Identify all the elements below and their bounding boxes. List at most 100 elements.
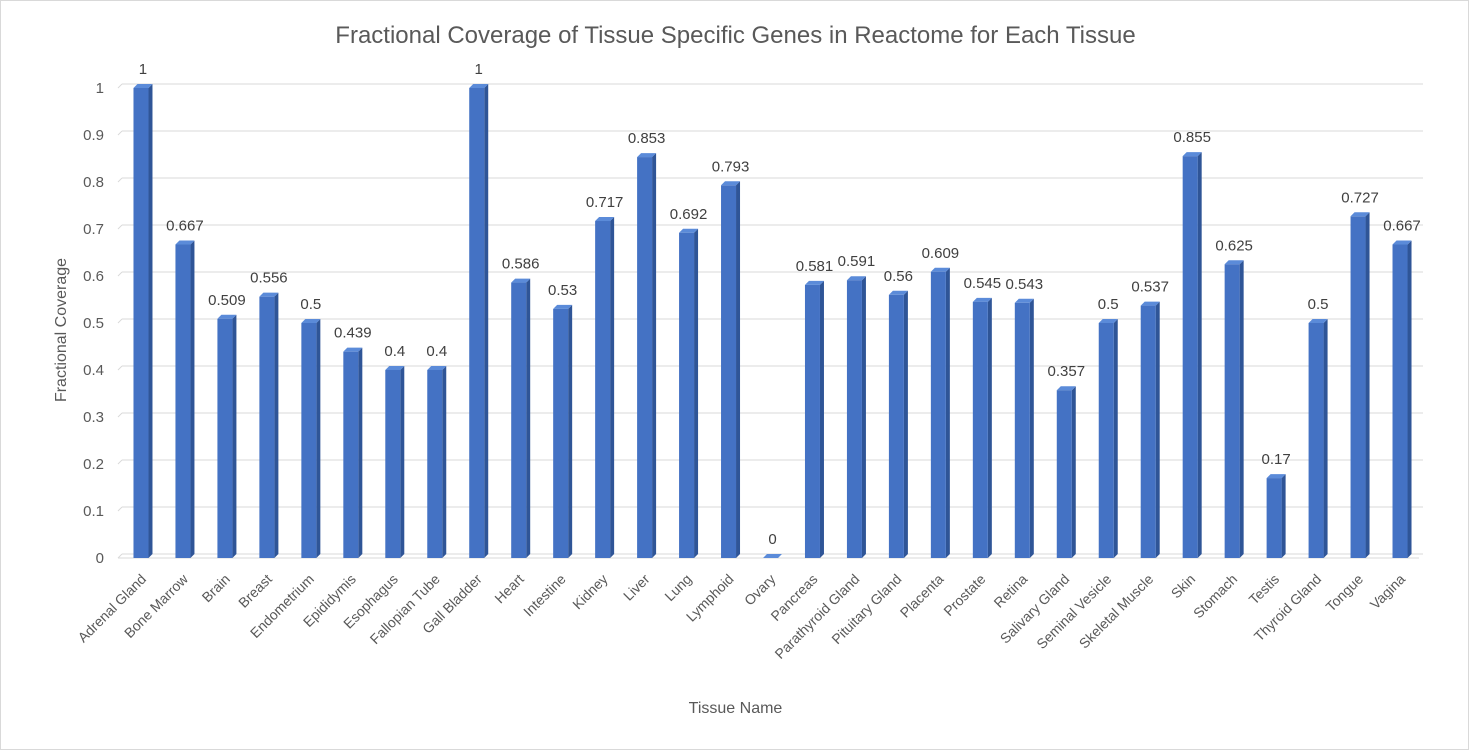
- bar: [1224, 264, 1240, 558]
- bar-top: [804, 280, 824, 285]
- bar: [1098, 323, 1114, 558]
- data-label: 0.543: [1006, 276, 1044, 293]
- bar-side: [1323, 319, 1328, 558]
- data-label: 0.357: [1048, 363, 1086, 380]
- bar: [175, 244, 191, 558]
- bar-top: [385, 366, 405, 370]
- category-label: Retina: [990, 571, 1030, 611]
- bar: [133, 88, 149, 558]
- bar-top: [1056, 386, 1076, 391]
- bar-top: [721, 181, 741, 186]
- category-label: Stomach: [1190, 571, 1240, 621]
- gridline-depth: [117, 506, 123, 512]
- bar-side: [1029, 298, 1034, 558]
- bar: [1140, 305, 1156, 558]
- bar-top: [1392, 240, 1412, 245]
- bar-top: [846, 276, 866, 281]
- gridline-depth: [117, 83, 123, 89]
- data-label: 0.793: [712, 158, 750, 175]
- bar: [1014, 302, 1030, 558]
- bar-top: [301, 319, 321, 323]
- bar-side: [1407, 240, 1412, 558]
- data-label: 0.609: [922, 245, 960, 262]
- data-label: 0.625: [1215, 237, 1253, 254]
- bar-side: [652, 153, 657, 558]
- bar-side: [1365, 212, 1370, 558]
- bar-side: [819, 280, 824, 558]
- category-label: Skin: [1168, 571, 1199, 602]
- bar: [972, 301, 988, 558]
- category-label: Lung: [661, 571, 694, 604]
- data-label: 0.537: [1131, 279, 1169, 296]
- bar: [343, 351, 359, 558]
- bar: [1350, 216, 1366, 558]
- y-tick-label: 0.7: [83, 221, 104, 238]
- bar-top: [1308, 319, 1328, 323]
- data-label: 0.5: [1098, 296, 1119, 313]
- y-tick-label: 0: [96, 550, 104, 567]
- bar: [679, 232, 695, 558]
- gridline-depth: [117, 553, 123, 559]
- data-label: 0.717: [586, 194, 624, 211]
- data-label: 0.5: [1308, 296, 1329, 313]
- bar-side: [987, 297, 992, 558]
- bar-top: [1182, 152, 1202, 157]
- bar-top: [972, 297, 992, 302]
- bar-side: [232, 314, 237, 558]
- category-label: Vagina: [1367, 571, 1409, 613]
- data-label: 0.4: [426, 343, 447, 360]
- y-tick-label: 0.4: [83, 362, 104, 379]
- data-label: 0.855: [1173, 129, 1211, 146]
- bar-side: [1197, 152, 1202, 558]
- data-label: 0.853: [628, 130, 666, 147]
- bar: [259, 296, 275, 558]
- category-label: Skeletal Muscle: [1076, 571, 1157, 652]
- bar-top: [1098, 319, 1118, 323]
- bar-top: [679, 228, 699, 233]
- y-tick-label: 0.9: [83, 127, 104, 144]
- data-label: 0: [768, 531, 776, 548]
- bar-top: [595, 217, 615, 222]
- data-label: 0.667: [166, 218, 204, 235]
- bar-top: [1224, 260, 1244, 265]
- y-tick-label: 0.8: [83, 174, 104, 191]
- bar-top: [1266, 474, 1286, 479]
- bar-side: [861, 276, 866, 558]
- bar-side: [190, 240, 195, 558]
- x-axis-label: Tissue Name: [688, 700, 783, 717]
- gridline-depth: [117, 224, 123, 230]
- bar: [301, 323, 317, 558]
- bar-side: [568, 304, 573, 558]
- bar: [385, 370, 401, 558]
- bar: [1266, 478, 1282, 558]
- bar-top: [427, 366, 447, 370]
- bar-top: [930, 267, 950, 272]
- bar-top: [1014, 298, 1034, 303]
- bar-side: [1239, 260, 1244, 558]
- data-label: 0.692: [670, 206, 708, 223]
- bar-side: [694, 228, 699, 558]
- chart-title: Fractional Coverage of Tissue Specific G…: [335, 22, 1136, 49]
- bar-top: [175, 240, 195, 245]
- data-label: 0.581: [796, 258, 834, 275]
- data-label: 0.17: [1262, 451, 1291, 468]
- y-tick-label: 0.6: [83, 268, 104, 285]
- y-tick-label: 0.2: [83, 456, 104, 473]
- bar-side: [1113, 319, 1118, 558]
- bar: [511, 282, 527, 558]
- data-label: 0.439: [334, 325, 372, 342]
- bar-top: [637, 153, 657, 158]
- bar-side: [442, 366, 447, 558]
- data-label: 0.56: [884, 268, 913, 285]
- bar-top: [763, 554, 782, 558]
- category-label: Kidney: [569, 571, 611, 613]
- bar: [1392, 244, 1408, 558]
- bar-side: [484, 84, 489, 558]
- data-label: 0.586: [502, 256, 540, 273]
- bar-top: [511, 278, 531, 283]
- data-label: 0.545: [964, 275, 1002, 292]
- bar-side: [945, 267, 950, 558]
- bar: [721, 185, 737, 559]
- category-label: Breast: [235, 571, 275, 611]
